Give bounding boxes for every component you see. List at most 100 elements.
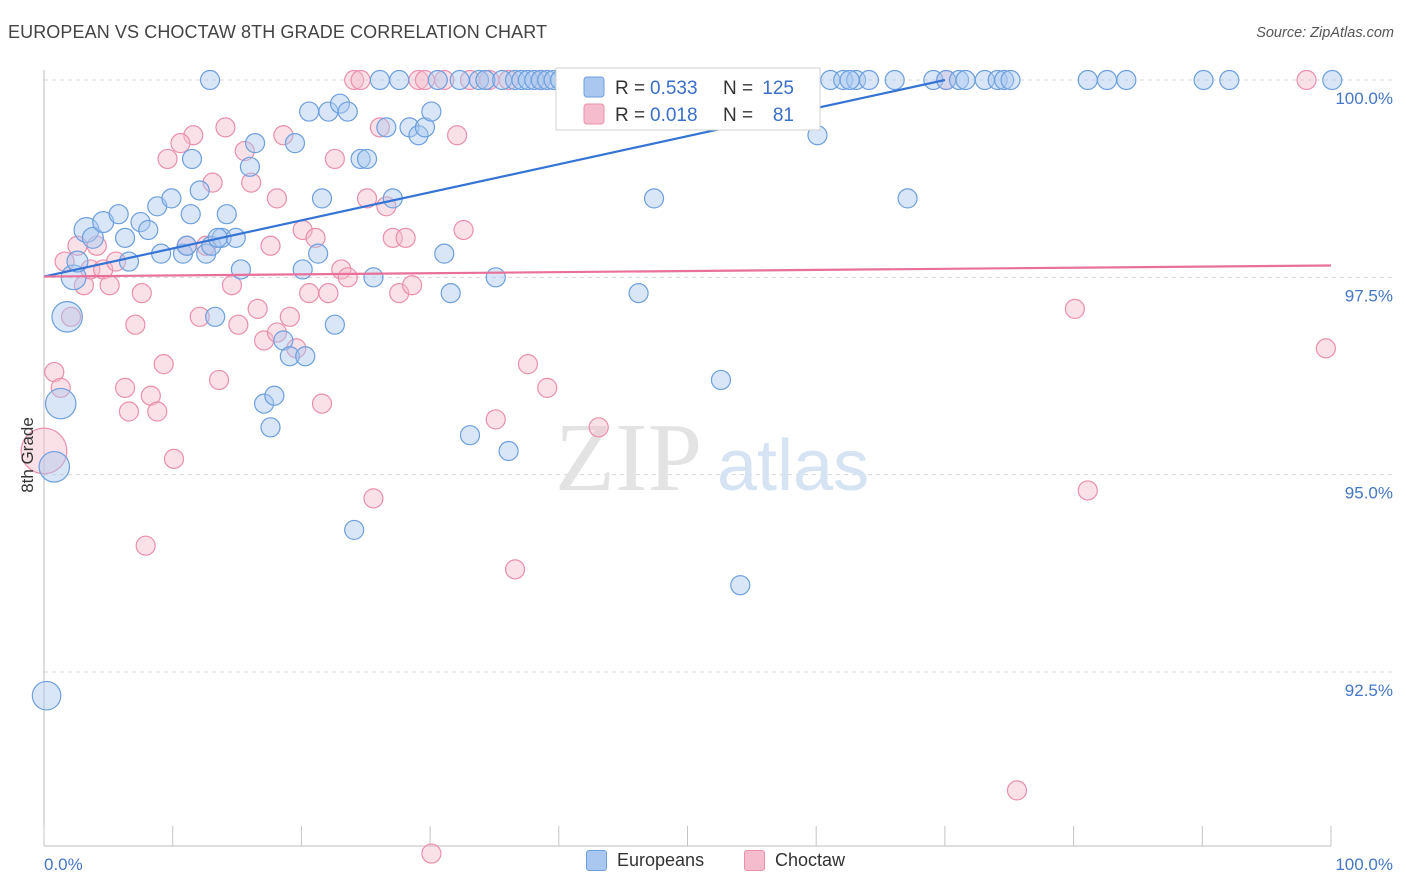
choctaw-point-32 <box>241 172 262 193</box>
choctaw-point-77 <box>1315 338 1336 359</box>
european-point-47 <box>350 148 371 170</box>
choctaw-point-20 <box>157 148 178 170</box>
watermark-zip: ZIP <box>555 404 702 512</box>
european-point-88 <box>628 283 649 304</box>
european-point-24 <box>199 69 221 91</box>
european-point-93 <box>730 575 751 596</box>
european-point-51 <box>376 117 397 138</box>
european-point-29 <box>230 259 252 280</box>
european-point-3 <box>51 300 83 333</box>
choctaw-point-71 <box>537 377 558 398</box>
european-point-123 <box>295 346 316 367</box>
european-point-112 <box>1000 69 1021 91</box>
choctaw-point-35 <box>260 235 281 256</box>
european-point-41 <box>311 188 333 209</box>
european-point-28 <box>225 227 246 248</box>
choctaw-point-26 <box>202 172 223 193</box>
european-point-33 <box>260 417 281 438</box>
x-tick-label-max: 100.0% <box>1335 855 1393 874</box>
choctaw-point-61 <box>434 69 455 91</box>
watermark-atlas: atlas <box>717 426 869 506</box>
choctaw-point-41 <box>299 283 320 304</box>
european-point-44 <box>329 93 351 114</box>
european-point-108 <box>948 69 970 91</box>
r-value-choctaw: 0.018 <box>650 105 698 126</box>
n-value-europeans: 125 <box>762 78 794 99</box>
european-point-13 <box>138 219 159 241</box>
european-point-12 <box>130 211 151 233</box>
choctaw-point-49 <box>350 69 371 91</box>
european-point-37 <box>284 133 306 154</box>
european-point-10 <box>114 227 136 248</box>
y-tick-label-1: 95.0% <box>1345 484 1393 503</box>
european-point-1 <box>38 450 71 483</box>
european-point-113 <box>1077 69 1098 91</box>
legend-item-choctaw[interactable]: Choctaw <box>744 850 845 871</box>
european-point-5 <box>66 250 89 273</box>
choctaw-point-44 <box>318 283 339 304</box>
y-tick-label-3: 100.0% <box>1335 89 1393 108</box>
european-point-103 <box>858 69 880 91</box>
choctaw-point-79 <box>266 188 288 209</box>
european-point-58 <box>427 69 448 91</box>
choctaw-point-56 <box>395 227 416 248</box>
choctaw-point-30 <box>228 314 249 335</box>
european-point-7 <box>81 226 104 249</box>
european-point-116 <box>1193 69 1214 91</box>
choctaw-points <box>20 69 1336 864</box>
choctaw-point-69 <box>517 354 539 375</box>
y-tick-label-2: 97.5% <box>1345 286 1393 305</box>
choctaw-point-36 <box>266 322 288 343</box>
choctaw-point-66 <box>485 409 506 430</box>
choctaw-point-50 <box>356 188 378 209</box>
choctaw-point-14 <box>125 314 146 335</box>
european-point-60 <box>440 283 461 304</box>
legend-item-europeans[interactable]: Europeans <box>586 850 704 871</box>
x-tick-label-min: 0.0% <box>44 855 83 874</box>
european-point-50 <box>369 69 391 91</box>
choctaw-point-33 <box>247 298 268 320</box>
choctaw-point-4 <box>60 306 82 327</box>
choctaw-trend-line <box>43 264 1332 278</box>
european-point-31 <box>244 133 266 154</box>
legend-swatch-europeans <box>583 76 605 98</box>
choctaw-point-63 <box>453 219 474 241</box>
choctaw-point-51 <box>363 488 384 509</box>
legend-label-europeans: Europeans <box>617 850 705 870</box>
european-point-89 <box>643 188 665 209</box>
european-point-120 <box>839 69 860 91</box>
european-point-30 <box>239 156 261 177</box>
european-point-23 <box>181 148 203 170</box>
choctaw-point-76 <box>1296 69 1317 91</box>
choctaw-point-24 <box>189 306 210 327</box>
european-point-67 <box>498 440 519 462</box>
choctaw-point-12 <box>114 377 136 398</box>
choctaw-point-74 <box>1064 298 1085 320</box>
european-point-49 <box>363 267 384 288</box>
choctaw-point-18 <box>147 401 168 422</box>
choctaw-point-78 <box>1006 780 1028 801</box>
european-point-92 <box>710 369 732 391</box>
european-point-16 <box>161 188 182 209</box>
european-point-118 <box>1322 69 1343 91</box>
choctaw-point-31 <box>234 140 255 162</box>
chart-title: EUROPEAN VS CHOCTAW 8TH GRADE CORRELATIO… <box>8 22 548 42</box>
choctaw-point-23 <box>183 125 204 146</box>
choctaw-point-43 <box>311 393 333 414</box>
european-point-111 <box>994 69 1015 91</box>
r-label-europeans: R = <box>615 78 645 99</box>
n-label-choctaw: N = <box>723 105 753 126</box>
european-point-45 <box>337 101 358 122</box>
n-value-choctaw: 81 <box>773 105 794 126</box>
n-label-europeans: N = <box>723 78 753 99</box>
european-point-55 <box>408 125 429 146</box>
choctaw-point-52 <box>369 117 391 138</box>
european-point-61 <box>449 69 470 91</box>
y-tick-label-0: 92.5% <box>1345 681 1393 700</box>
choctaw-point-0 <box>20 427 68 475</box>
european-point-64 <box>475 69 496 91</box>
r-label-choctaw: R = <box>615 105 645 126</box>
european-point-0 <box>31 680 62 711</box>
legend-swatch-europeans-bottom <box>586 850 607 871</box>
european-point-57 <box>421 101 442 122</box>
